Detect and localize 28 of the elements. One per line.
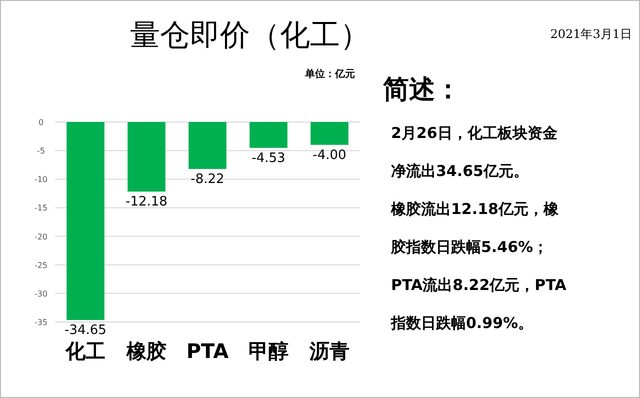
text: 简述： (382, 75, 461, 105)
y-tick-label: -5 (37, 146, 45, 156)
x-tick-label: 橡胶 (126, 339, 166, 363)
x-tick-label: 甲醇 (248, 339, 288, 363)
data-label: -4.53 (252, 150, 286, 166)
text: 2021年3月1日 (550, 27, 632, 41)
data-label: -12.18 (126, 194, 168, 210)
text: 橡胶流出12.18亿元，橡 (390, 200, 560, 218)
chart-title: 量仓即价（化工） (130, 18, 370, 53)
y-tick-label: -30 (34, 289, 48, 298)
x-tick-label: PTA (186, 339, 230, 363)
y-tick-label: 0 (38, 118, 44, 127)
data-label: -34.65 (64, 323, 106, 338)
x-tick-label: 沥青 (308, 339, 350, 363)
text: 净流出34.65亿元。 (391, 162, 528, 180)
text: PTA流出8.22亿元，PTA (391, 276, 567, 294)
data-label: -4.00 (312, 148, 346, 163)
y-tick-label: -35 (34, 318, 48, 327)
x-tick-label: 化工 (64, 339, 106, 363)
y-tick-label: -20 (34, 232, 48, 242)
y-tick-label: -15 (34, 204, 48, 213)
y-tick-label: -10 (34, 175, 48, 184)
data-label: -8.22 (190, 172, 224, 187)
chart-subtitle: 单位：亿元 (304, 68, 355, 80)
text: 2月26日，化工板块资金 (391, 124, 558, 142)
y-tick-label: -25 (34, 260, 48, 270)
text: 指数日跌幅0.99%。 (390, 314, 534, 332)
text: 胶指数日跌幅5.46%； (390, 238, 548, 256)
